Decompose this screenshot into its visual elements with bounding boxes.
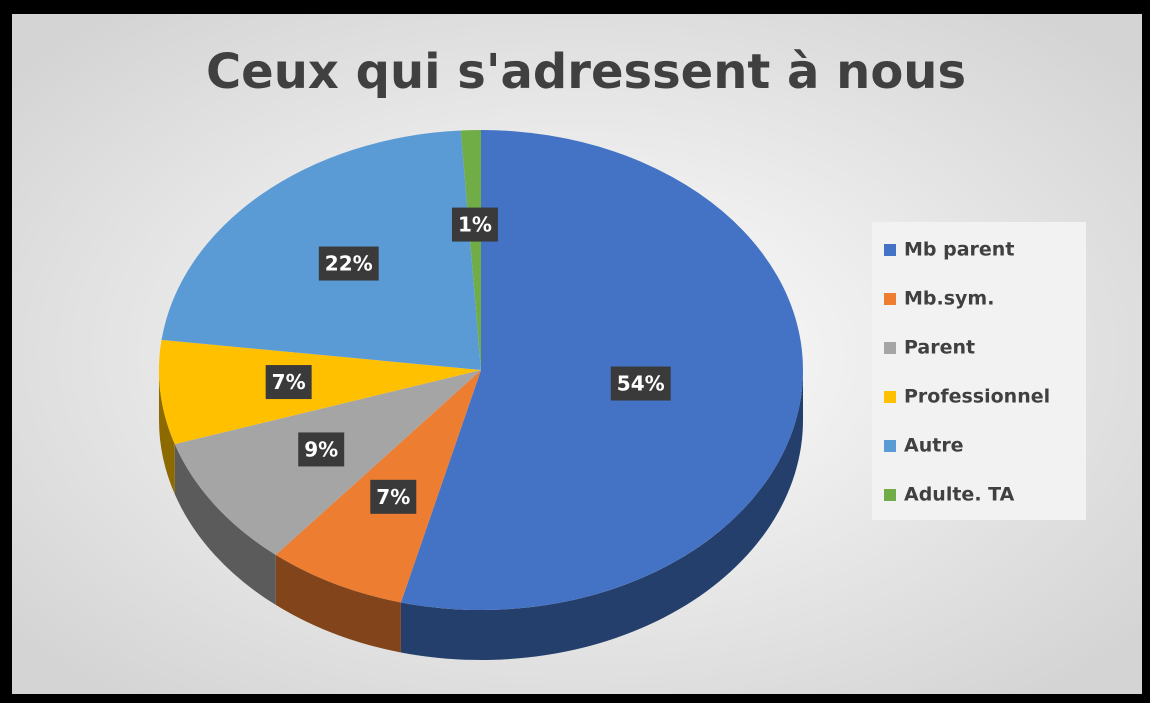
legend-label: Parent (904, 337, 975, 359)
slice (400, 130, 803, 610)
data-label: 9% (304, 437, 338, 461)
data-label: 7% (376, 485, 410, 509)
data-label-box (610, 366, 671, 401)
data-label-box (298, 432, 345, 467)
data-label-box (265, 365, 312, 400)
slice-side (400, 370, 803, 660)
data-label: 1% (458, 213, 492, 237)
slice-side (174, 444, 276, 605)
legend-label: Mb.sym. (904, 288, 994, 310)
legend-swatch (884, 440, 896, 452)
data-label-box (370, 479, 417, 514)
data-label-box (451, 207, 498, 242)
legend (872, 222, 1086, 520)
legend-swatch (884, 342, 896, 354)
legend-label: Mb parent (904, 239, 1014, 261)
legend-swatch (884, 293, 896, 305)
legend-swatch (884, 489, 896, 501)
slice-side (275, 554, 401, 653)
data-label: 54% (617, 372, 665, 396)
legend-label: Autre (904, 435, 964, 457)
data-label: 7% (272, 370, 306, 394)
chart-title: Ceux qui s'adressent à nous (206, 44, 966, 100)
legend-swatch (884, 391, 896, 403)
legend-label: Adulte. TA (904, 484, 1015, 506)
legend-label: Professionnel (904, 386, 1050, 408)
slice-side (159, 370, 175, 495)
slice (159, 339, 481, 445)
slice (460, 130, 481, 370)
legend-swatch (884, 244, 896, 256)
data-label-box (318, 246, 379, 281)
data-label: 22% (325, 252, 373, 276)
